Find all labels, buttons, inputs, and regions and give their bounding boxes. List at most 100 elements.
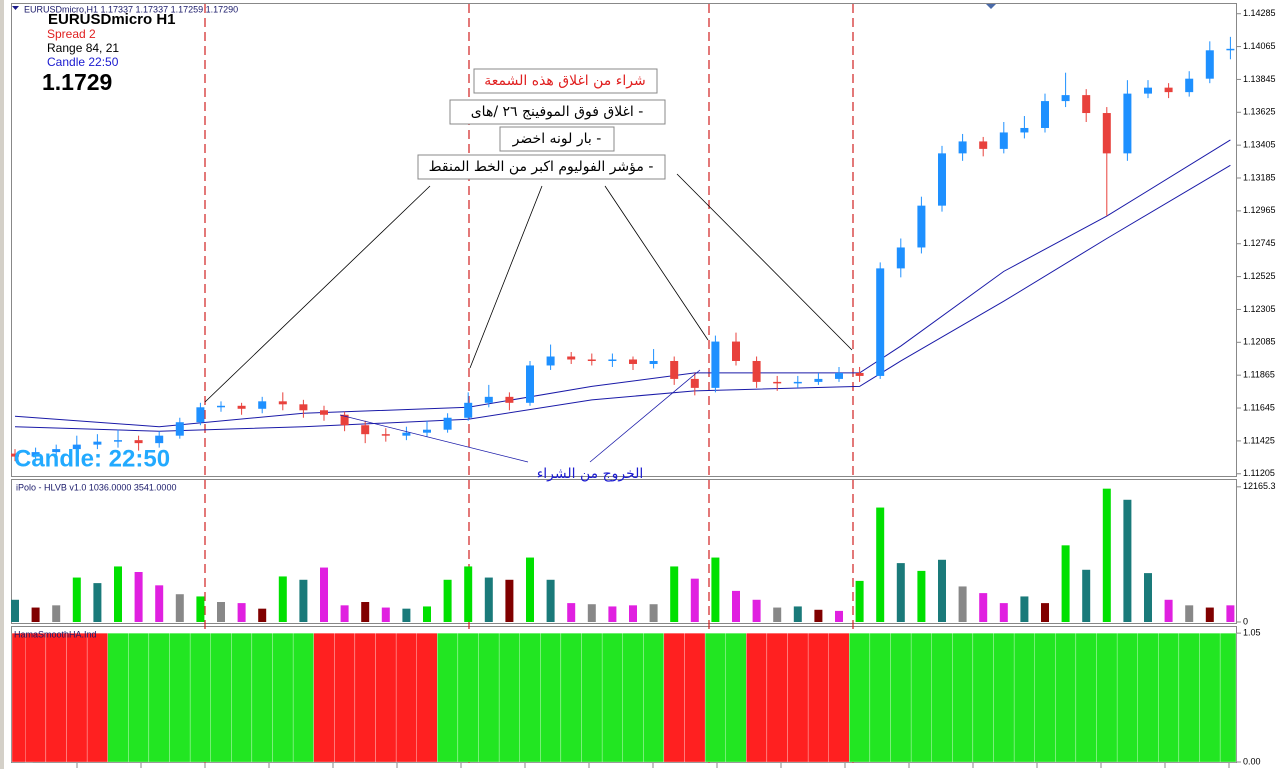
y-tick-label: 1.12965 xyxy=(1243,205,1276,215)
bar xyxy=(25,632,47,763)
candle-body xyxy=(670,360,679,379)
bar xyxy=(134,572,143,622)
candle-body xyxy=(814,378,823,382)
candle-body xyxy=(423,429,431,433)
bar xyxy=(581,632,603,763)
bar xyxy=(423,606,431,622)
candle-body xyxy=(340,414,349,426)
bar xyxy=(464,566,473,622)
candle-body xyxy=(155,435,164,444)
bar xyxy=(972,632,994,763)
candle-body xyxy=(52,449,61,453)
pointer xyxy=(604,185,709,341)
candle-body xyxy=(587,359,596,361)
menu-arrow[interactable] xyxy=(12,6,19,10)
bar xyxy=(1164,599,1173,622)
y-tick-label: 12165.3 xyxy=(1243,481,1276,491)
bar xyxy=(546,579,555,622)
candle-body xyxy=(979,141,988,149)
bar xyxy=(670,566,679,622)
bar xyxy=(560,632,582,763)
y-tick-label: 1.11205 xyxy=(1243,468,1275,478)
bar xyxy=(917,570,926,622)
candle-body xyxy=(999,132,1008,149)
candle-body xyxy=(1082,95,1091,114)
bar xyxy=(855,580,864,622)
bar xyxy=(1061,545,1070,622)
bar xyxy=(93,583,102,622)
y-tick-label: 1.12525 xyxy=(1243,271,1276,281)
bar xyxy=(320,567,328,622)
bar xyxy=(1185,605,1194,622)
candle-timer: Candle: 22:50 xyxy=(14,445,170,472)
y-tick-label: 0.00 xyxy=(1243,756,1261,766)
bar xyxy=(587,604,596,622)
candle-body xyxy=(11,453,19,457)
bar xyxy=(148,632,170,763)
bar xyxy=(313,632,335,763)
y-tick-label: 1.12305 xyxy=(1243,304,1276,314)
bar xyxy=(1102,488,1111,622)
candle-body xyxy=(484,396,493,403)
bar xyxy=(31,607,40,622)
candle-body xyxy=(443,417,452,430)
y-tick-label: 1.13405 xyxy=(1243,140,1276,150)
bar xyxy=(849,632,871,763)
bar xyxy=(793,606,802,622)
candle-body xyxy=(546,356,555,366)
candle-body xyxy=(31,452,40,457)
bar xyxy=(498,632,520,763)
scroll-marker xyxy=(986,4,996,9)
bar xyxy=(251,632,273,763)
bar xyxy=(999,603,1008,622)
bar xyxy=(66,632,88,763)
candle-body xyxy=(175,422,184,436)
bar xyxy=(869,632,891,763)
bar xyxy=(258,608,267,622)
y-tick-label: 1.14065 xyxy=(1243,41,1276,51)
bar xyxy=(1226,605,1235,622)
pointer xyxy=(469,185,543,369)
bar xyxy=(601,632,623,763)
pointer xyxy=(589,369,701,463)
bar xyxy=(278,576,287,622)
candle-body xyxy=(237,405,246,409)
annotation: - مؤشر الفوليوم اكبر من الخط المنقط xyxy=(429,159,654,175)
candle-body xyxy=(505,396,514,403)
bar xyxy=(814,609,823,622)
candle-body xyxy=(1061,95,1070,102)
bar xyxy=(72,577,81,622)
bar xyxy=(1034,632,1056,763)
bar xyxy=(773,607,782,622)
annotation-box xyxy=(499,126,615,152)
candle-body xyxy=(732,341,740,361)
bar xyxy=(114,566,122,622)
candle-body xyxy=(93,441,102,445)
bar xyxy=(1137,632,1159,763)
bar xyxy=(896,563,905,622)
bar xyxy=(958,586,967,622)
candle-body xyxy=(526,365,534,403)
y-tick-label: 1.11645 xyxy=(1243,402,1275,412)
candle-body xyxy=(629,359,637,364)
bar xyxy=(1020,596,1029,622)
bar xyxy=(1199,632,1221,763)
annotation-box xyxy=(417,154,666,180)
bar xyxy=(443,579,452,622)
candle-body xyxy=(1226,48,1235,51)
candle-body xyxy=(1020,127,1029,133)
bar xyxy=(910,632,932,763)
bar xyxy=(622,632,644,763)
candle-body xyxy=(876,268,885,376)
bar xyxy=(107,632,129,763)
bar xyxy=(395,632,417,763)
bar xyxy=(299,579,308,622)
range: Range 84, 21 xyxy=(47,41,119,55)
bar xyxy=(478,632,500,763)
bar xyxy=(334,632,356,763)
indicator-title: HamaSmoothHA.Ind xyxy=(14,629,97,639)
candle-body xyxy=(299,404,308,411)
pointer-lines xyxy=(204,173,853,403)
bar xyxy=(1144,573,1152,622)
